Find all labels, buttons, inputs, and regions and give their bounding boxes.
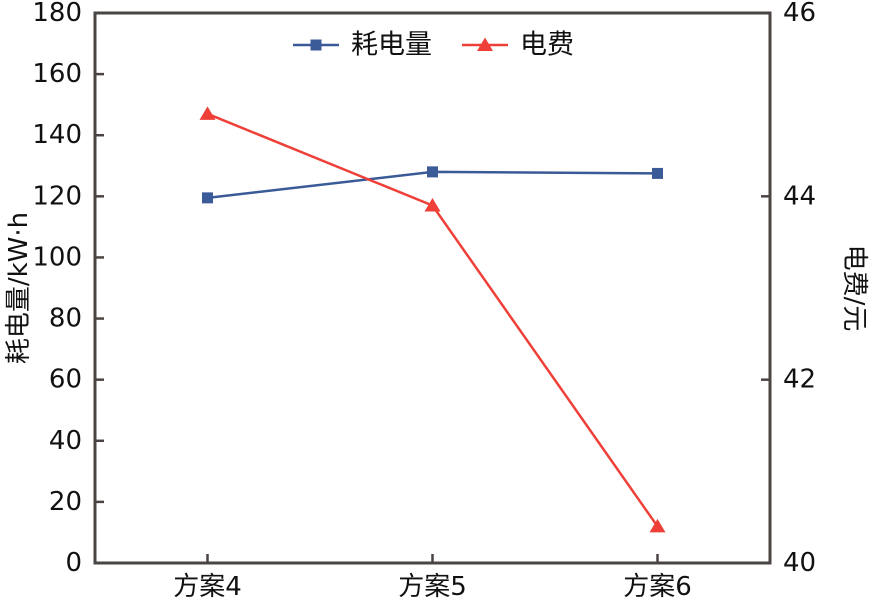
left-axis-tick-label: 180 xyxy=(32,0,82,28)
left-axis-tick-label: 0 xyxy=(65,548,82,578)
left-axis-tick-label: 160 xyxy=(32,59,82,89)
left-axis-tick-label: 60 xyxy=(49,365,82,395)
series-consumption-marker-icon xyxy=(652,167,663,179)
left-axis-tick-label: 120 xyxy=(32,181,82,211)
left-axis-tick-label: 80 xyxy=(49,304,82,334)
left-axis-tick-label: 20 xyxy=(49,487,82,517)
series-consumption-marker-icon xyxy=(427,166,438,178)
right-axis-tick-label: 44 xyxy=(783,181,816,211)
right-axis-tick-label: 40 xyxy=(783,548,816,578)
x-axis-tick-label: 方案6 xyxy=(623,572,692,602)
left-axis-tick-label: 40 xyxy=(49,426,82,456)
x-axis-tick-label: 方案5 xyxy=(398,572,467,602)
left-axis-tick-label: 100 xyxy=(32,242,82,272)
legend-item: 电费 xyxy=(462,30,574,61)
legend-triangle-icon xyxy=(477,37,493,51)
left-axis-title: 耗电量/kW·h xyxy=(4,212,34,364)
right-axis-tick-label: 46 xyxy=(783,0,816,28)
series-fee-marker-icon xyxy=(649,518,666,533)
legend-label: 电费 xyxy=(520,30,574,61)
legend-square-icon xyxy=(310,39,322,51)
right-axis-tick-label: 42 xyxy=(783,365,816,395)
legend-item: 耗电量 xyxy=(293,30,432,61)
plot-frame xyxy=(93,11,772,565)
x-axis-tick-label: 方案4 xyxy=(173,572,242,602)
left-axis-tick-label: 140 xyxy=(32,120,82,150)
series-fee-marker-icon xyxy=(199,106,216,120)
right-axis-title: 电费/元 xyxy=(839,245,869,332)
legend-label: 耗电量 xyxy=(351,30,432,61)
series-fee-marker-icon xyxy=(424,198,441,212)
series-consumption-marker-icon xyxy=(202,192,213,204)
